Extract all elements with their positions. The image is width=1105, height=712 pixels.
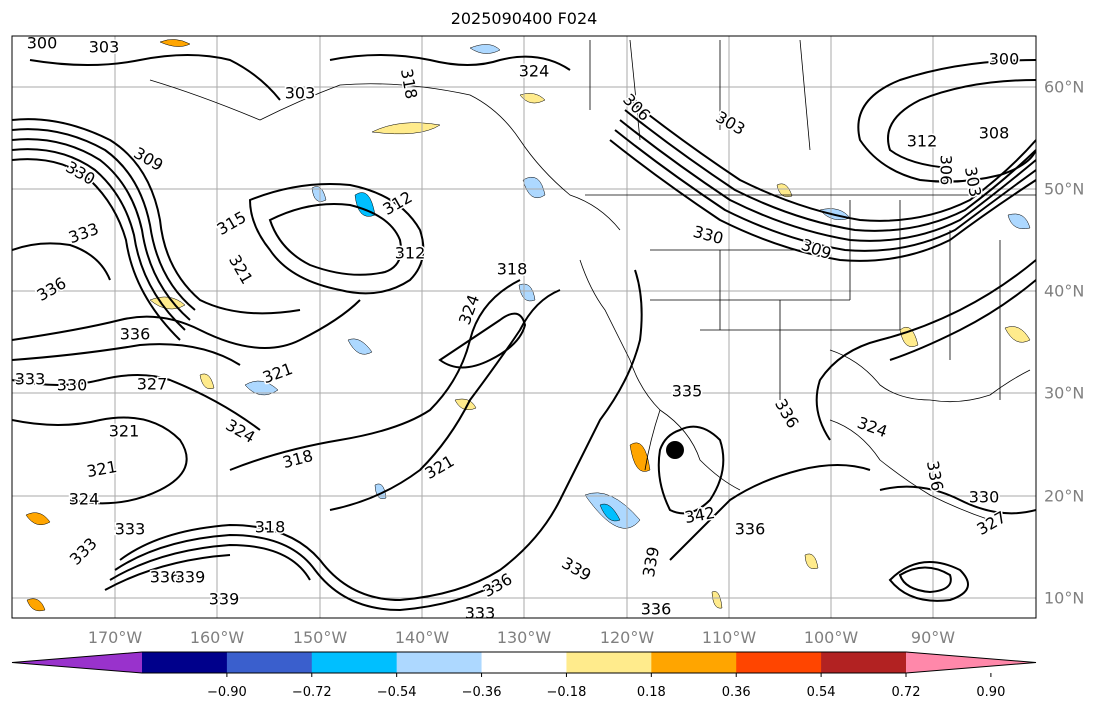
- contour-label: 303: [713, 107, 749, 139]
- colorbar-tick-label: 0.18: [636, 685, 666, 700]
- contour-labels: 300 303 324 318 303 306 300 312 308 306 303 303 309 3…: [13, 34, 1021, 623]
- contour-label: 339: [209, 590, 240, 609]
- map-title: 2025090400 F024: [450, 9, 598, 28]
- colorbar-outline: [11, 651, 1037, 674]
- contour-label: 321: [109, 422, 140, 441]
- contour-label: 312: [907, 132, 938, 151]
- contour-label: 336: [480, 569, 516, 601]
- storm-marker: [666, 441, 684, 459]
- contour-label: 336: [150, 568, 181, 587]
- contour-label: 312: [380, 187, 416, 219]
- contour-label: 339: [559, 553, 595, 585]
- lon-label-90w: 90°W: [910, 628, 956, 647]
- colorbar-tick-label: −0.18: [546, 685, 587, 700]
- contour-label: 335: [672, 382, 703, 401]
- contour-label: 321: [85, 457, 118, 481]
- colorbar-tick-label: −0.90: [206, 685, 247, 700]
- colorbar: [11, 651, 1037, 677]
- contour-label: 324: [69, 490, 100, 509]
- contour-label: 339: [175, 568, 206, 587]
- contour-label: 318: [497, 260, 528, 279]
- lon-label-150w: 150°W: [292, 628, 348, 647]
- contour-label: 330: [57, 376, 88, 395]
- lon-label-170w: 170°W: [87, 628, 143, 647]
- lon-label-130w: 130°W: [496, 628, 552, 647]
- contour-label: 312: [395, 244, 426, 263]
- contour-label: 324: [455, 292, 483, 327]
- colorbar-segment: [906, 652, 1036, 673]
- contour-label: 342: [683, 503, 716, 527]
- colorbar-segment: [396, 652, 483, 673]
- contour-label: 336: [120, 325, 151, 344]
- colorbar-segment: [651, 652, 737, 673]
- contour-label: 318: [397, 67, 421, 100]
- contour-label: 333: [465, 604, 496, 623]
- lon-label-140w: 140°W: [394, 628, 450, 647]
- colorbar-segment: [12, 652, 142, 673]
- contour-label: 315: [214, 207, 250, 239]
- colorbar-tick-label: −0.54: [376, 685, 417, 700]
- lon-label-110w: 110°W: [701, 628, 757, 647]
- contour-label: 333: [66, 219, 101, 247]
- contour-label: 300: [27, 34, 58, 53]
- lat-label-30n: 30°N: [1044, 383, 1085, 403]
- contour-label: 333: [115, 520, 146, 539]
- contour-label: 321: [260, 359, 295, 387]
- colorbar-segment: [311, 652, 398, 673]
- contour-label: 309: [799, 235, 834, 263]
- lat-label-20n: 20°N: [1044, 486, 1085, 506]
- contour-label: 336: [641, 600, 672, 619]
- colorbar-tick-label: −0.36: [461, 685, 502, 700]
- contour-label: 321: [225, 252, 257, 288]
- colorbar-tick-label: 0.72: [891, 685, 921, 700]
- colorbar-tick-label: 0.36: [721, 685, 751, 700]
- contour-label: 336: [771, 396, 803, 432]
- contour-label: 327: [137, 375, 168, 394]
- contour-label: 336: [34, 273, 70, 305]
- colorbar-segment: [821, 652, 907, 673]
- contour-lines: [12, 54, 1036, 612]
- contour-label: 300: [989, 50, 1020, 69]
- contour-label: 330: [969, 488, 1000, 507]
- lon-label-120w: 120°W: [599, 628, 655, 647]
- colorbar-segment: [481, 652, 567, 673]
- grid-lines: [12, 36, 1036, 618]
- lat-label-50n: 50°N: [1044, 179, 1085, 199]
- contour-label: 308: [979, 124, 1010, 143]
- contour-label: 309: [131, 143, 167, 175]
- lon-label-100w: 100°W: [803, 628, 859, 647]
- colorbar-tick-label: 0.54: [806, 685, 836, 700]
- colorbar-segment: [566, 652, 652, 673]
- colorbar-segment: [226, 652, 313, 673]
- contour-label: 324: [519, 62, 550, 81]
- coastlines: [149, 39, 1036, 521]
- colorbar-segment: [736, 652, 822, 673]
- contour-label: 306: [619, 90, 654, 125]
- contour-label: 318: [255, 518, 286, 537]
- contour-label: 318: [281, 446, 315, 472]
- lat-label-10n: 10°N: [1044, 588, 1085, 608]
- contour-label: 321: [422, 451, 458, 483]
- contour-label: 306: [937, 155, 956, 186]
- contour-label: 324: [223, 415, 259, 447]
- lat-label-40n: 40°N: [1044, 281, 1085, 301]
- map-frame: [11, 35, 1037, 619]
- colorbar-segment: [142, 652, 228, 673]
- contour-label: 336: [735, 520, 766, 539]
- contour-label: 330: [691, 222, 725, 248]
- contour-label: 303: [89, 38, 120, 57]
- colorbar-tick-label: 0.90: [976, 685, 1006, 700]
- contour-label: 303: [961, 165, 985, 198]
- contour-label: 327: [974, 507, 1010, 539]
- contour-label: 339: [639, 545, 663, 578]
- lon-label-160w: 160°W: [189, 628, 245, 647]
- lat-label-60n: 60°N: [1044, 77, 1085, 97]
- shaded-regions: [25, 39, 1031, 612]
- contour-label: 333: [66, 534, 101, 569]
- contour-label: 303: [285, 84, 316, 103]
- contour-label: 333: [15, 370, 46, 389]
- colorbar-tick-label: −0.72: [291, 685, 332, 700]
